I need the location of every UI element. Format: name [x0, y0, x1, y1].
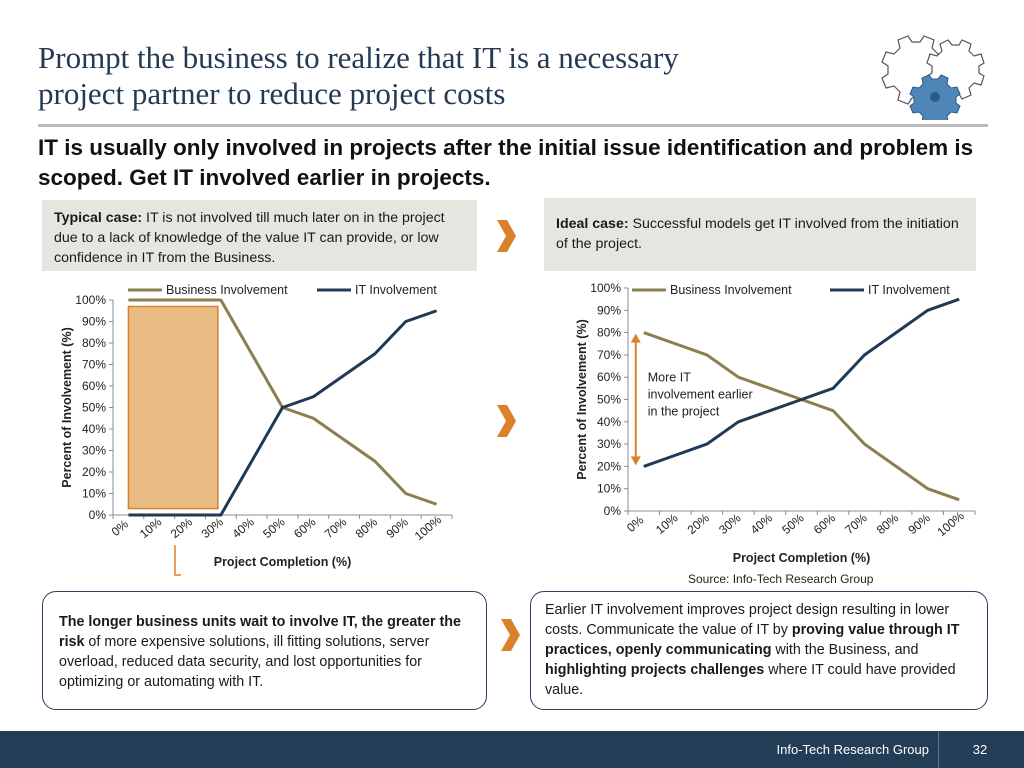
- page-number: 32: [972, 742, 988, 757]
- x-tick-label: 100%: [412, 513, 445, 544]
- x-tick-label: 20%: [685, 511, 713, 537]
- annotation-arrowhead-down: [630, 456, 641, 466]
- x-tick-label: 80%: [353, 515, 381, 541]
- callout-benefit-bold-1: proving value through IT practices, open…: [545, 622, 960, 658]
- y-tick-label: 40%: [82, 422, 106, 436]
- x-tick-label: 30%: [716, 511, 744, 537]
- y-tick-label: 20%: [82, 465, 106, 479]
- x-tick-label: 70%: [842, 511, 870, 537]
- legend-label: IT Involvement: [868, 283, 950, 297]
- x-tick-label: 90%: [383, 515, 411, 541]
- footer-bar: [0, 731, 1024, 768]
- x-tick-label: 30%: [199, 515, 227, 541]
- x-tick-label: 20%: [168, 515, 196, 541]
- y-tick-label: 70%: [597, 348, 621, 362]
- callout-benefit-text-1: Earlier IT involvement improves project …: [545, 602, 950, 638]
- slide-title: Prompt the business to realize that IT i…: [38, 40, 838, 112]
- y-tick-label: 20%: [597, 459, 621, 473]
- y-tick-label: 0%: [89, 508, 107, 522]
- y-tick-label: 10%: [82, 487, 106, 501]
- annotation-arrowhead-up: [630, 333, 641, 343]
- x-tick-label: 60%: [811, 511, 839, 537]
- y-tick-label: 50%: [82, 401, 106, 415]
- y-tick-label: 50%: [597, 393, 621, 407]
- x-tick-label: 60%: [291, 515, 319, 541]
- callout-risk-bold: The longer business units wait to involv…: [59, 614, 461, 650]
- x-tick-label: 0%: [109, 517, 132, 539]
- title-line-1: Prompt the business to realize that IT i…: [38, 40, 679, 75]
- ideal-case-text: Successful models get IT involved from t…: [556, 216, 959, 252]
- title-line-2: project partner to reduce project costs: [38, 76, 506, 111]
- legend-label: Business Involvement: [166, 283, 288, 297]
- footer-divider: [938, 731, 939, 768]
- annotation-text: More IT: [648, 371, 691, 385]
- series-line-it: [128, 309, 438, 517]
- x-tick-label: 50%: [260, 515, 288, 541]
- y-tick-label: 40%: [597, 415, 621, 429]
- y-tick-label: 10%: [597, 482, 621, 496]
- y-axis-label: Percent of Involvement (%): [575, 319, 589, 479]
- y-axis-label: Percent of Involvement (%): [60, 327, 74, 487]
- chevron-right-icon: [495, 218, 517, 254]
- annotation-text: involvement earlier: [648, 388, 753, 402]
- footer-organization: Info-Tech Research Group: [776, 742, 929, 757]
- x-tick-label: 10%: [137, 515, 165, 541]
- x-tick-label: 80%: [874, 511, 902, 537]
- callout-benefit-bold-2: highlighting projects challenges: [545, 662, 765, 678]
- series-line-it: [643, 297, 960, 468]
- ideal-case-label: Ideal case:: [556, 216, 629, 232]
- legend-label: Business Involvement: [670, 283, 792, 297]
- highlight-early-phase: [127, 305, 219, 510]
- x-tick-label: 40%: [748, 511, 776, 537]
- annotation-text: in the project: [648, 405, 720, 419]
- y-tick-label: 100%: [590, 281, 621, 295]
- callout-benefit: Earlier IT involvement improves project …: [530, 591, 988, 710]
- ideal-case-box: Ideal case: Successful models get IT inv…: [544, 198, 976, 271]
- x-axis-label: Project Completion (%): [733, 551, 871, 565]
- title-divider: [38, 124, 988, 127]
- y-tick-label: 90%: [597, 303, 621, 317]
- callout-risk: The longer business units wait to involv…: [42, 591, 487, 710]
- y-tick-label: 90%: [82, 315, 106, 329]
- chart-ideal-case: 0%10%20%30%40%50%60%70%80%90%100%0% 10% 20…: [575, 281, 976, 565]
- chevron-right-icon: [495, 403, 517, 439]
- y-tick-label: 80%: [82, 336, 106, 350]
- x-tick-label: 50%: [779, 511, 807, 537]
- y-tick-label: 60%: [82, 379, 106, 393]
- callout-benefit-text-2: with the Business, and: [771, 642, 919, 658]
- x-tick-label: 100%: [934, 509, 967, 540]
- x-tick-label: 70%: [322, 515, 350, 541]
- x-axis-label: Project Completion (%): [214, 555, 352, 569]
- source-note: Source: Info-Tech Research Group: [688, 572, 874, 586]
- y-tick-label: 100%: [75, 293, 106, 307]
- typical-case-label: Typical case:: [54, 210, 143, 226]
- x-tick-label: 40%: [229, 515, 257, 541]
- callout-risk-text: of more expensive solutions, ill fitting…: [59, 634, 430, 690]
- highlight-connector: [174, 545, 181, 576]
- y-tick-label: 60%: [597, 370, 621, 384]
- chevron-right-icon: [499, 617, 521, 653]
- y-tick-label: 80%: [597, 326, 621, 340]
- x-tick-label: 0%: [624, 513, 647, 535]
- callout-benefit-text-3: where IT could have provided value.: [545, 662, 956, 698]
- chart-typical-case: 0%10%20%30%40%50%60%70%80%90%100%0% 10% 20…: [60, 283, 453, 569]
- y-tick-label: 30%: [82, 444, 106, 458]
- y-tick-label: 70%: [82, 358, 106, 372]
- subtitle: IT is usually only involved in projects …: [38, 135, 974, 190]
- typical-case-box: Typical case: IT is not involved till mu…: [42, 200, 477, 271]
- legend-label: IT Involvement: [355, 283, 437, 297]
- y-tick-label: 30%: [597, 437, 621, 451]
- x-tick-label: 90%: [905, 511, 933, 537]
- x-tick-label: 10%: [653, 511, 681, 537]
- typical-case-text: IT is not involved till much later on in…: [54, 210, 445, 266]
- y-tick-label: 0%: [604, 504, 622, 518]
- gears-icon: [881, 35, 985, 120]
